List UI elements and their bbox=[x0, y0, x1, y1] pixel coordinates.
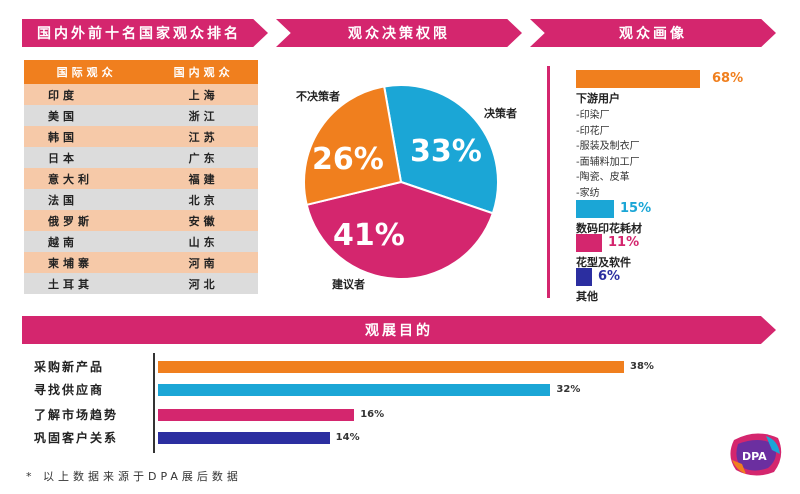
pie-slice-label: 不决策者 bbox=[296, 90, 340, 103]
intl-country-cell: 越南 bbox=[24, 231, 150, 252]
col-domestic-header: 国内观众 bbox=[149, 60, 258, 84]
ranking-row: 日本 广东 bbox=[24, 147, 258, 168]
purpose-bar bbox=[158, 384, 551, 396]
profile-divider bbox=[547, 66, 550, 298]
profile-label: 花型及软件 bbox=[576, 256, 631, 269]
profile-label: 其他 bbox=[576, 290, 598, 303]
pie-slice-label: 建议者 bbox=[332, 278, 365, 291]
pie-slice-value: 33% bbox=[410, 134, 482, 169]
ranking-row: 俄罗斯 安徽 bbox=[24, 210, 258, 231]
logo-text: DPA bbox=[742, 450, 767, 463]
intl-country-cell: 土耳其 bbox=[24, 273, 150, 294]
purpose-bar bbox=[158, 432, 330, 444]
profile-percent: 68% bbox=[712, 71, 744, 86]
dpa-logo: DPA bbox=[728, 430, 784, 478]
authority-pie-chart bbox=[276, 64, 526, 298]
purpose-axis bbox=[153, 353, 155, 453]
profile-percent: 6% bbox=[598, 269, 621, 284]
intl-country-cell: 韩国 bbox=[24, 126, 150, 147]
profile-label: 下游用户 bbox=[576, 92, 620, 105]
ranking-row: 韩国 江苏 bbox=[24, 126, 258, 147]
pie-slice-value: 41% bbox=[333, 218, 405, 253]
domestic-province-cell: 北京 bbox=[149, 189, 258, 210]
intl-country-cell: 日本 bbox=[24, 147, 150, 168]
domestic-province-cell: 河南 bbox=[149, 252, 258, 273]
intl-country-cell: 美国 bbox=[24, 105, 150, 126]
intl-country-cell: 意大利 bbox=[24, 168, 150, 189]
purpose-category-label: 巩固客户关系 bbox=[34, 431, 119, 445]
purpose-bar bbox=[158, 409, 355, 421]
purpose-header: 观展目的 bbox=[22, 316, 776, 344]
purpose-category-label: 采购新产品 bbox=[34, 360, 105, 374]
domestic-province-cell: 广东 bbox=[149, 147, 258, 168]
purpose-category-label: 了解市场趋势 bbox=[34, 408, 119, 422]
profile-sub-item: -印染厂 bbox=[576, 110, 610, 121]
domestic-province-cell: 上海 bbox=[149, 84, 258, 105]
authority-header: 观众决策权限 bbox=[276, 19, 522, 47]
domestic-province-cell: 河北 bbox=[149, 273, 258, 294]
col-intl-header: 国际观众 bbox=[24, 60, 150, 84]
ranking-row: 柬埔寨 河南 bbox=[24, 252, 258, 273]
ranking-table: 国际观众 国内观众 印度 上海 美国 浙江 韩国 江苏 日本 广东 意大利 福建 法国 北京 俄罗斯 安徽… bbox=[24, 60, 258, 294]
pie-svg bbox=[303, 84, 499, 280]
purpose-bar-value: 14% bbox=[335, 432, 360, 443]
profile-sub-item: -陶瓷、皮革 bbox=[576, 172, 630, 183]
ranking-row: 法国 北京 bbox=[24, 189, 258, 210]
intl-country-cell: 俄罗斯 bbox=[24, 210, 150, 231]
intl-country-cell: 法国 bbox=[24, 189, 150, 210]
domestic-province-cell: 安徽 bbox=[149, 210, 258, 231]
profile-bar bbox=[576, 200, 614, 218]
profile-sub-item: -服装及制衣厂 bbox=[576, 141, 640, 152]
domestic-province-cell: 福建 bbox=[149, 168, 258, 189]
domestic-province-cell: 江苏 bbox=[149, 126, 258, 147]
profile-percent: 15% bbox=[620, 201, 652, 216]
profile-bar bbox=[576, 70, 700, 88]
domestic-province-cell: 山东 bbox=[149, 231, 258, 252]
ranking-row: 美国 浙江 bbox=[24, 105, 258, 126]
ranking-row: 土耳其 河北 bbox=[24, 273, 258, 294]
profile-sub-item: -印花厂 bbox=[576, 125, 610, 137]
ranking-row: 越南 山东 bbox=[24, 231, 258, 252]
purpose-bar-value: 16% bbox=[360, 409, 385, 420]
purpose-category-label: 寻找供应商 bbox=[34, 383, 105, 397]
pie-slice bbox=[382, 84, 499, 215]
profile-bar bbox=[576, 234, 602, 252]
intl-country-cell: 柬埔寨 bbox=[24, 252, 150, 273]
ranking-row: 意大利 福建 bbox=[24, 168, 258, 189]
profile-percent: 11% bbox=[608, 235, 640, 250]
domestic-province-cell: 浙江 bbox=[149, 105, 258, 126]
ranking-header: 国内外前十名国家观众排名 bbox=[22, 19, 268, 47]
pie-slice bbox=[303, 85, 403, 207]
profile-bar bbox=[576, 268, 592, 286]
profile-sub-item: -家纺 bbox=[576, 187, 600, 199]
purpose-bar bbox=[158, 361, 624, 373]
footnote: * 以上数据来源于DPA展后数据 bbox=[26, 470, 242, 483]
pie-slice bbox=[305, 180, 495, 280]
purpose-bar-value: 38% bbox=[630, 361, 654, 372]
intl-country-cell: 印度 bbox=[24, 84, 150, 105]
purpose-bar-value: 32% bbox=[556, 384, 581, 395]
pie-slice-label: 决策者 bbox=[484, 107, 517, 120]
profile-label: 数码印花耗材 bbox=[576, 222, 642, 235]
pie-slice-value: 26% bbox=[312, 142, 384, 177]
ranking-row: 印度 上海 bbox=[24, 84, 258, 105]
profile-header: 观众画像 bbox=[530, 19, 776, 47]
profile-sub-item: -面辅料加工厂 bbox=[576, 156, 640, 168]
